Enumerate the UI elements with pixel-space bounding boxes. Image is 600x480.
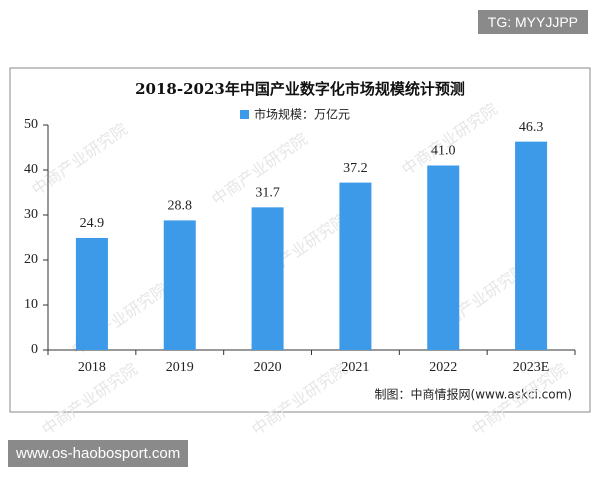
y-tick-label: 30 <box>24 207 38 222</box>
value-label: 41.0 <box>431 144 456 159</box>
header-tag: TG: MYYJJPP <box>477 10 588 34</box>
bar <box>515 141 548 350</box>
y-tick-label: 40 <box>24 162 38 177</box>
bar <box>251 207 284 350</box>
x-tick-label: 2021 <box>341 360 369 375</box>
value-label: 46.3 <box>519 120 544 135</box>
value-label: 31.7 <box>255 186 280 201</box>
bar <box>163 220 196 350</box>
footer-url: www.os-haobosport.com <box>8 440 189 467</box>
bar <box>339 182 372 350</box>
x-tick-label: 2020 <box>254 360 282 375</box>
y-tick-label: 20 <box>24 252 38 267</box>
value-label: 24.9 <box>80 216 105 231</box>
x-tick-label: 2022 <box>429 360 457 375</box>
x-tick-label: 2019 <box>166 360 194 375</box>
y-tick-label: 10 <box>24 297 38 312</box>
chart-title: 2018-2023年中国产业数字化市场规模统计预测 <box>135 80 465 98</box>
bar <box>427 165 460 350</box>
legend-swatch <box>240 110 249 119</box>
x-tick-label: 2023E <box>513 360 550 375</box>
y-tick-label: 0 <box>31 342 38 357</box>
source-note: 制图：中商情报网(www.askci.com) <box>375 387 572 402</box>
y-tick-label: 50 <box>24 117 38 132</box>
value-label: 37.2 <box>343 161 368 176</box>
legend-label: 市场规模：万亿元 <box>254 107 350 122</box>
x-tick-label: 2018 <box>78 360 106 375</box>
value-label: 28.8 <box>168 199 193 214</box>
bar <box>75 237 108 350</box>
